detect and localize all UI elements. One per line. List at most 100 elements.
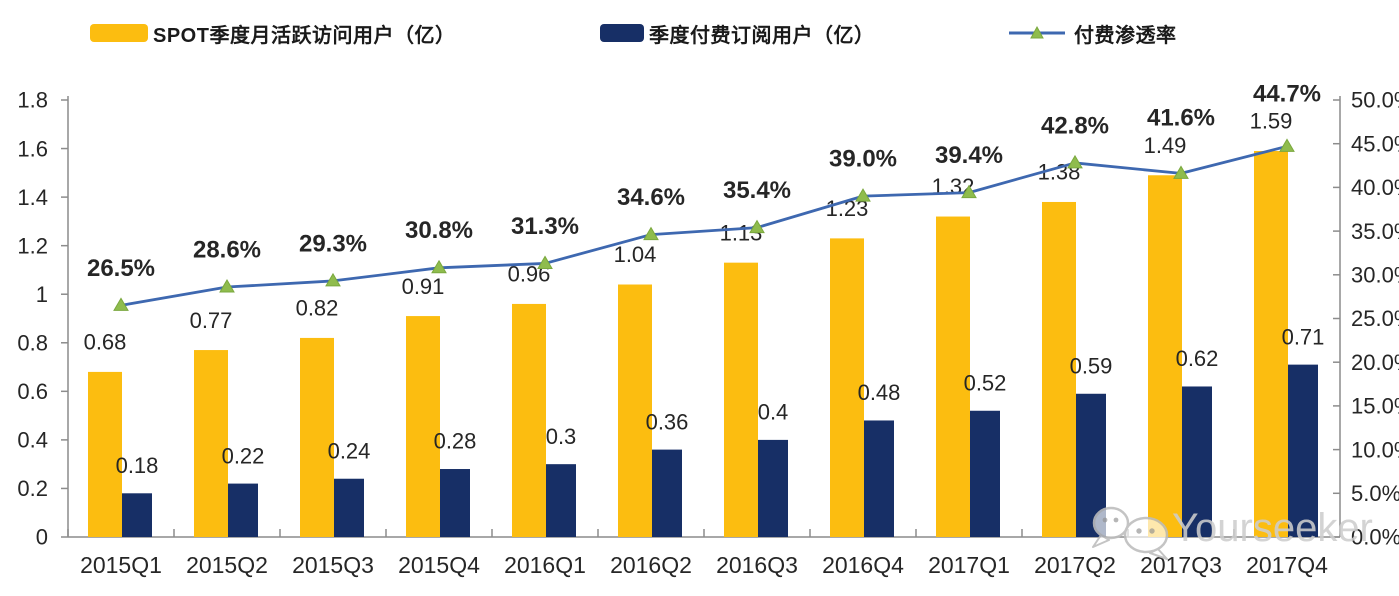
legend-label-penetration: 付费渗透率 [1074, 24, 1177, 47]
mau-value-label: 1.59 [1250, 109, 1293, 134]
mau-value-label: 0.77 [190, 308, 233, 333]
subscribers-value-label: 0.28 [434, 429, 477, 454]
subscribers-value-label: 0.24 [328, 438, 371, 463]
bar-mau [936, 216, 970, 538]
penetration-percent-label: 30.8% [405, 217, 473, 244]
y-axis-right-tick-label: 30.0% [1351, 263, 1399, 288]
penetration-marker [219, 279, 235, 293]
x-axis-label: 2015Q3 [292, 552, 374, 578]
bar-mau [1254, 150, 1288, 537]
x-axis-label: 2017Q1 [928, 552, 1010, 578]
x-axis-label: 2015Q2 [186, 552, 268, 578]
y-axis-right-tick-label: 5.0% [1351, 481, 1399, 506]
y-axis-left-tick-label: 0.6 [17, 379, 48, 404]
penetration-marker [1067, 154, 1083, 169]
penetration-percent-label: 29.3% [299, 230, 367, 257]
y-axis-right-tick-label: 40.0% [1351, 175, 1399, 200]
y-axis-left-tick-label: 0.8 [17, 330, 48, 355]
penetration-marker [113, 297, 129, 311]
bar-mau [1148, 175, 1182, 537]
y-axis-right-tick-label: 10.0% [1351, 437, 1399, 462]
bar-subscribers [864, 420, 894, 537]
bar-mau [724, 262, 758, 537]
wechat-icon [1092, 506, 1169, 560]
penetration-percent-label: 39.4% [935, 142, 1003, 169]
penetration-marker [961, 184, 977, 199]
penetration-percent-label: 39.0% [829, 146, 897, 173]
penetration-marker [537, 255, 553, 269]
bar-mau [194, 350, 228, 537]
penetration-percent-label: 44.7% [1253, 80, 1321, 107]
subscribers-value-label: 0.71 [1282, 324, 1325, 349]
mau-value-label: 0.68 [84, 330, 127, 355]
x-axis-label: 2016Q4 [822, 552, 904, 578]
wechat-bubble-eye [1136, 528, 1142, 534]
y-axis-right-tick-label: 15.0% [1351, 394, 1399, 419]
subscribers-value-label: 0.3 [546, 424, 577, 449]
y-axis-right-tick-label: 25.0% [1351, 306, 1399, 331]
wechat-bubble-eye [1102, 517, 1108, 523]
subscribers-series-swatch [600, 24, 644, 42]
x-axis-label: 2017Q4 [1246, 552, 1328, 578]
penetration-marker [855, 188, 871, 202]
bar-subscribers [122, 493, 152, 537]
penetration-percent-label: 35.4% [723, 177, 791, 204]
legend-label-subscribers: 季度付费订阅用户（亿） [649, 24, 875, 47]
subscribers-value-label: 0.62 [1176, 346, 1219, 371]
bar-subscribers [1182, 386, 1212, 537]
x-axis-label: 2017Q2 [1034, 552, 1116, 578]
legend-item-subscribers: 季度付费订阅用户（亿） [600, 16, 875, 50]
watermark: Yourseeker [1092, 506, 1373, 560]
bar-subscribers [546, 464, 576, 537]
y-axis-left-tick-label: 1.8 [17, 88, 48, 113]
wechat-bubble-small [1092, 506, 1130, 540]
bar-subscribers [652, 449, 682, 537]
x-axis-label: 2016Q3 [716, 552, 798, 578]
bar-mau [88, 371, 122, 537]
penetration-percent-label: 28.6% [193, 236, 261, 263]
bar-subscribers [1288, 364, 1318, 537]
bar-subscribers [228, 483, 258, 537]
y-axis-left-tick-label: 1.4 [17, 185, 48, 210]
y-axis-left-tick-label: 1 [36, 282, 48, 307]
subscribers-value-label: 0.22 [222, 443, 265, 468]
bar-subscribers [440, 469, 470, 537]
bar-mau [300, 337, 334, 537]
penetration-percent-label: 31.3% [511, 213, 579, 240]
y-axis-right-tick-label: 35.0% [1351, 219, 1399, 244]
y-axis-right-tick-label: 20.0% [1351, 350, 1399, 375]
legend-label-mau: SPOT季度月活跃访问用户（亿） [153, 24, 456, 47]
legend-item-penetration: 付费渗透率 [1008, 16, 1177, 50]
x-axis-label: 2015Q1 [80, 552, 162, 578]
y-axis-left-tick-label: 0.4 [17, 428, 48, 453]
wechat-bubble-eye [1149, 528, 1155, 534]
penetration-line-swatch [1009, 25, 1065, 39]
y-axis-left-tick-label: 1.2 [17, 233, 48, 258]
x-axis-label: 2016Q1 [504, 552, 586, 578]
subscribers-value-label: 0.52 [964, 370, 1007, 395]
subscribers-value-label: 0.18 [116, 453, 159, 478]
penetration-percent-label: 41.6% [1147, 105, 1215, 132]
bar-subscribers [970, 410, 1000, 537]
bar-mau [406, 316, 440, 537]
wechat-bubble-big [1123, 516, 1169, 554]
bar-mau [512, 303, 546, 537]
penetration-percent-label: 34.6% [617, 184, 685, 211]
penetration-marker [325, 272, 341, 287]
mau-value-label: 1.04 [614, 242, 657, 267]
bar-subscribers [758, 439, 788, 537]
y-axis-left-tick-label: 1.6 [17, 136, 48, 161]
y-axis-right-tick-label: 0.0% [1351, 525, 1399, 550]
triangle-marker-icon [1030, 25, 1044, 39]
watermark-text: Yourseeker [1172, 506, 1373, 550]
subscribers-value-label: 0.4 [758, 400, 789, 425]
bar-mau [830, 238, 864, 537]
x-axis-label: 2016Q2 [610, 552, 692, 578]
penetration-marker [643, 226, 659, 241]
x-axis-label: 2017Q3 [1140, 552, 1222, 578]
y-axis-right-tick-label: 50.0% [1351, 88, 1399, 113]
wechat-bubble-eye [1113, 517, 1119, 523]
penetration-marker [1173, 165, 1189, 179]
penetration-line [120, 144, 1288, 307]
y-axis-left-tick-label: 0 [36, 525, 48, 550]
